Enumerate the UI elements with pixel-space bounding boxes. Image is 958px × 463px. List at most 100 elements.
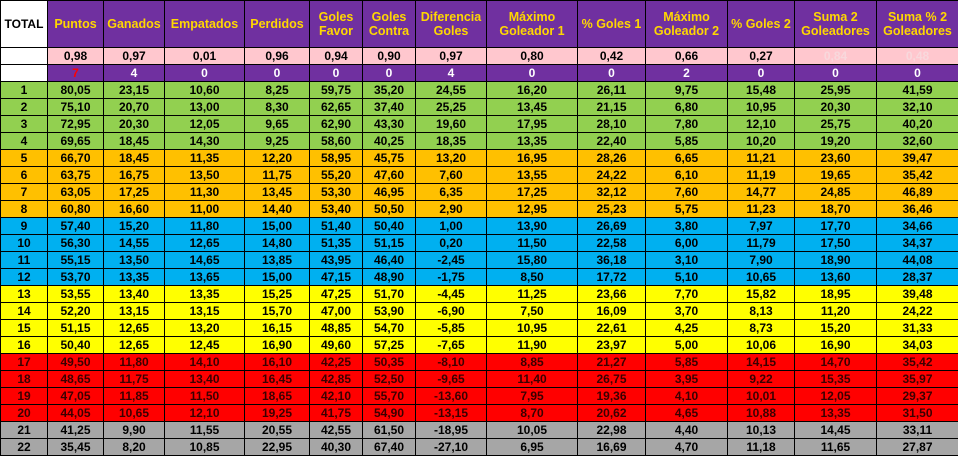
position-cell: 19: [0, 387, 48, 405]
value-cell: 34,66: [876, 217, 958, 235]
value-cell: 2,90: [415, 200, 487, 218]
value-cell: 53,40: [309, 200, 363, 218]
value-cell: 13,50: [103, 251, 165, 269]
position-cell: 10: [0, 234, 48, 252]
rank-cell: 0: [164, 64, 245, 82]
position-cell: 4: [0, 132, 48, 150]
value-cell: 63,05: [47, 183, 104, 201]
value-cell: 13,55: [486, 166, 578, 184]
value-cell: 12,65: [164, 234, 245, 252]
value-cell: 19,20: [794, 132, 877, 150]
value-cell: 12,05: [164, 115, 245, 133]
value-cell: 56,30: [47, 234, 104, 252]
value-cell: 13,20: [164, 319, 245, 337]
value-cell: 11,30: [164, 183, 245, 201]
position-cell: 16: [0, 336, 48, 354]
table-row: 16 50,40 12,65 12,45 16,90 49,60 57,25 -7,65 11,…: [0, 336, 958, 354]
value-cell: 11,21: [727, 149, 795, 167]
value-cell: 42,55: [309, 421, 363, 439]
rank-cell: 0: [486, 64, 578, 82]
rank-cell: 4: [103, 64, 165, 82]
value-cell: 16,69: [577, 438, 646, 456]
value-cell: 11,50: [164, 387, 245, 405]
value-cell: 3,10: [645, 251, 728, 269]
value-cell: 8,25: [244, 81, 310, 99]
value-cell: 57,25: [362, 336, 416, 354]
value-cell: -18,95: [415, 421, 487, 439]
value-cell: 50,50: [362, 200, 416, 218]
value-cell: 10,65: [103, 404, 165, 422]
value-cell: 10,20: [727, 132, 795, 150]
value-cell: 46,95: [362, 183, 416, 201]
value-cell: 52,50: [362, 370, 416, 388]
value-cell: 19,25: [244, 404, 310, 422]
value-cell: 72,95: [47, 115, 104, 133]
value-cell: 42,10: [309, 387, 363, 405]
value-cell: 10,85: [164, 438, 245, 456]
value-cell: 15,70: [244, 302, 310, 320]
value-cell: 13,20: [415, 149, 487, 167]
value-cell: 48,65: [47, 370, 104, 388]
value-cell: 17,25: [103, 183, 165, 201]
value-cell: 47,00: [309, 302, 363, 320]
value-cell: 42,85: [309, 370, 363, 388]
value-cell: 32,12: [577, 183, 646, 201]
value-cell: 35,42: [876, 353, 958, 371]
value-cell: 15,00: [244, 268, 310, 286]
value-cell: 13,00: [164, 98, 245, 116]
value-cell: 37,40: [362, 98, 416, 116]
value-cell: 28,26: [577, 149, 646, 167]
value-cell: 40,30: [309, 438, 363, 456]
empty-cell: [0, 47, 48, 65]
value-cell: 75,10: [47, 98, 104, 116]
value-cell: 41,59: [876, 81, 958, 99]
value-cell: 67,40: [362, 438, 416, 456]
table-row: 8 60,80 16,60 11,00 14,40 53,40 50,50 2,90 12,95…: [0, 200, 958, 218]
rank-cell: 0: [794, 64, 877, 82]
value-cell: 50,35: [362, 353, 416, 371]
correlation-cell: 0,90: [362, 47, 416, 65]
value-cell: 19,65: [794, 166, 877, 184]
value-cell: 15,48: [727, 81, 795, 99]
value-cell: 32,60: [876, 132, 958, 150]
value-cell: 34,37: [876, 234, 958, 252]
value-cell: 20,62: [577, 404, 646, 422]
value-cell: 10,95: [486, 319, 578, 337]
value-cell: 33,11: [876, 421, 958, 439]
value-cell: 41,25: [47, 421, 104, 439]
value-cell: 13,40: [164, 370, 245, 388]
correlation-cell: 0,27: [727, 47, 795, 65]
value-cell: 54,70: [362, 319, 416, 337]
value-cell: 22,98: [577, 421, 646, 439]
value-cell: 16,15: [244, 319, 310, 337]
value-cell: 60,80: [47, 200, 104, 218]
value-cell: 80,05: [47, 81, 104, 99]
value-cell: 14,15: [727, 353, 795, 371]
value-cell: 4,25: [645, 319, 728, 337]
value-cell: 13,90: [486, 217, 578, 235]
table-row: 20 44,05 10,65 12,10 19,25 41,75 54,90 -13,15 8,…: [0, 404, 958, 422]
value-cell: 6,95: [486, 438, 578, 456]
value-cell: 63,75: [47, 166, 104, 184]
value-cell: 14,70: [794, 353, 877, 371]
value-cell: 4,70: [645, 438, 728, 456]
position-cell: 15: [0, 319, 48, 337]
value-cell: 22,58: [577, 234, 646, 252]
value-cell: 22,95: [244, 438, 310, 456]
value-cell: 16,45: [244, 370, 310, 388]
value-cell: 10,13: [727, 421, 795, 439]
value-cell: 6,10: [645, 166, 728, 184]
value-cell: 8,30: [244, 98, 310, 116]
value-cell: 15,82: [727, 285, 795, 303]
value-cell: 24,85: [794, 183, 877, 201]
column-header: % Goles 1: [577, 0, 646, 48]
column-header: Ganados: [103, 0, 165, 48]
value-cell: 28,37: [876, 268, 958, 286]
value-cell: 29,37: [876, 387, 958, 405]
value-cell: 20,30: [794, 98, 877, 116]
correlation-cell: 0,80: [486, 47, 578, 65]
value-cell: 11,40: [486, 370, 578, 388]
value-cell: 20,30: [103, 115, 165, 133]
value-cell: 4,65: [645, 404, 728, 422]
value-cell: 22,61: [577, 319, 646, 337]
